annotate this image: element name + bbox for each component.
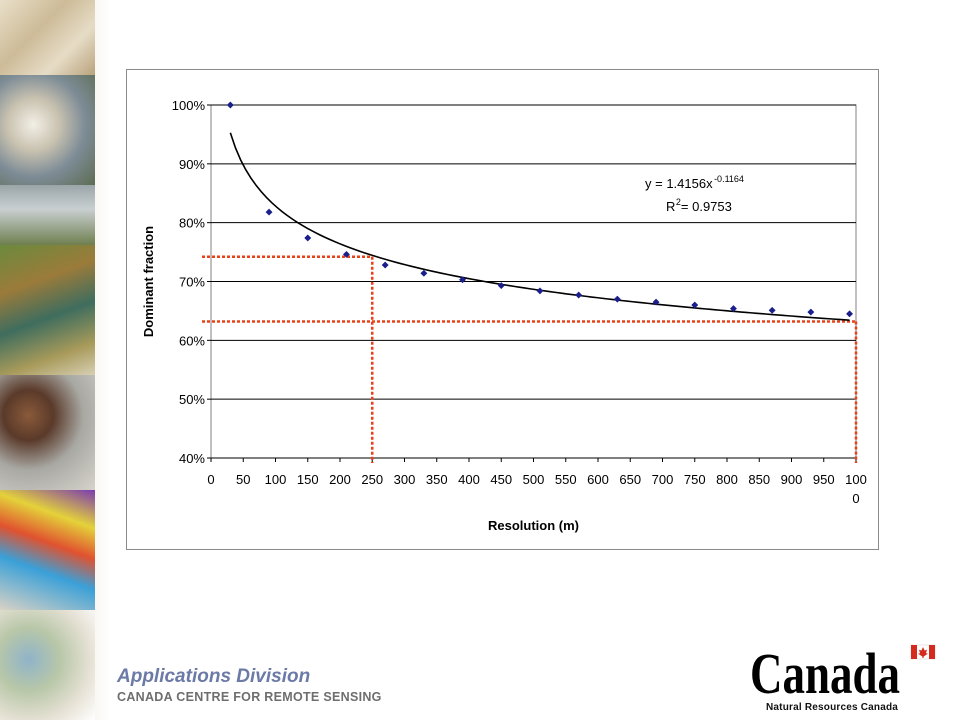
x-tick-label-wrap: 0 xyxy=(852,491,859,506)
x-tick-label: 800 xyxy=(716,472,738,487)
data-point xyxy=(226,101,234,109)
trendline-equation: y = 1.4156x xyxy=(645,176,713,191)
x-tick-label: 0 xyxy=(207,472,214,487)
x-tick-label: 100 xyxy=(845,472,867,487)
x-tick-label: 700 xyxy=(652,472,674,487)
data-point xyxy=(420,269,428,277)
x-tick-label: 950 xyxy=(813,472,835,487)
canada-wordmark: Canada xyxy=(750,644,900,706)
y-axis-title: Dominant fraction xyxy=(141,226,156,337)
logo-caption: Natural Resources Canada xyxy=(766,702,899,713)
data-point xyxy=(845,310,854,318)
canada-flag-icon xyxy=(910,644,936,660)
canada-wordmark-logo: Canada xyxy=(750,644,936,706)
data-point xyxy=(807,308,815,316)
trendline-exponent: -0.1164 xyxy=(714,174,744,184)
x-tick-label: 600 xyxy=(587,472,609,487)
data-point xyxy=(304,234,312,242)
y-tick-label: 100% xyxy=(172,98,206,113)
data-point xyxy=(652,298,660,306)
data-point xyxy=(729,305,738,313)
data-point xyxy=(768,306,776,314)
data-point xyxy=(536,287,544,295)
x-tick-label: 650 xyxy=(619,472,641,487)
y-tick-label: 60% xyxy=(179,333,205,348)
x-tick-label: 850 xyxy=(748,472,770,487)
x-tick-label: 350 xyxy=(426,472,448,487)
r-squared-value: = 0.9753 xyxy=(681,199,732,214)
x-tick-label: 50 xyxy=(236,472,250,487)
x-tick-label: 900 xyxy=(781,472,803,487)
data-point xyxy=(458,276,467,284)
y-tick-label: 50% xyxy=(179,392,205,407)
globe-image-tile xyxy=(0,610,95,720)
x-tick-label: 100 xyxy=(265,472,287,487)
resolution-chart: 40% 50% 60% 70% 80% 90% 100% 0 50 100 150 200 250 300… xyxy=(141,98,867,533)
data-point xyxy=(497,282,505,290)
x-tick-label: 150 xyxy=(297,472,319,487)
x-tick-label: 500 xyxy=(523,472,545,487)
chart-frame: 40% 50% 60% 70% 80% 90% 100% 0 50 100 150 200 250 300… xyxy=(126,69,879,550)
data-point xyxy=(575,291,583,299)
x-tick-label: 550 xyxy=(555,472,577,487)
y-tick-label: 70% xyxy=(179,275,205,290)
x-tick-label: 250 xyxy=(361,472,383,487)
centre-name: CANADA CENTRE FOR REMOTE SENSING xyxy=(117,690,382,704)
r-squared-label: R xyxy=(666,199,675,214)
data-point xyxy=(342,250,351,258)
r-squared-superscript: 2 xyxy=(676,197,681,207)
colorful-map-image-tile xyxy=(0,490,95,610)
x-tick-label: 400 xyxy=(458,472,480,487)
map-image-tile xyxy=(0,0,95,75)
x-tick-label: 200 xyxy=(329,472,351,487)
x-tick-label: 450 xyxy=(490,472,512,487)
division-title: Applications Division xyxy=(117,666,311,687)
satellite-dish-image-tile xyxy=(0,75,95,185)
satellite-image-tile xyxy=(0,185,95,245)
x-axis-title: Resolution (m) xyxy=(488,518,579,533)
decorative-side-strip xyxy=(0,0,110,720)
y-tick-label: 80% xyxy=(179,216,205,231)
y-tick-label: 90% xyxy=(179,157,205,172)
x-tick-label: 300 xyxy=(394,472,416,487)
x-tick-label: 750 xyxy=(684,472,706,487)
terrain-image-tile xyxy=(0,245,95,375)
y-tick-label: 40% xyxy=(179,451,205,466)
data-point xyxy=(381,261,389,269)
data-point xyxy=(691,301,699,309)
data-point xyxy=(265,208,273,216)
person-image-tile xyxy=(0,375,95,490)
data-point xyxy=(613,295,621,303)
